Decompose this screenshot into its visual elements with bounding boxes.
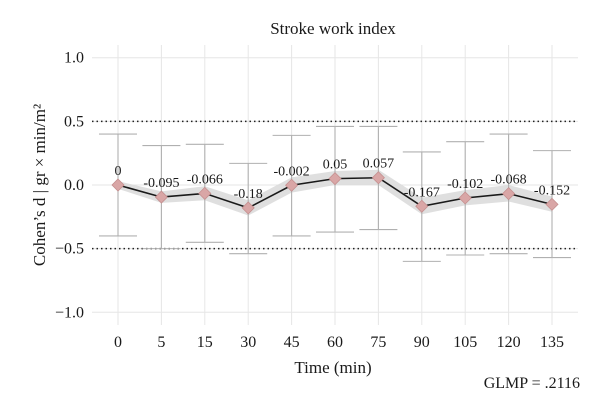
chart-title: Stroke work index [270, 19, 396, 38]
data-markers [111, 171, 559, 215]
x-tick-label: 135 [540, 334, 564, 351]
x-tick-label: 120 [497, 334, 521, 351]
data-label: -0.152 [534, 183, 570, 198]
x-tick-label: 5 [157, 334, 165, 351]
data-point [545, 197, 559, 211]
data-label: -0.18 [234, 187, 263, 202]
data-point [198, 186, 212, 200]
data-label: 0 [115, 164, 122, 179]
x-tick-label: 105 [453, 334, 477, 351]
data-label: -0.167 [404, 185, 440, 200]
data-point [241, 201, 255, 215]
y-axis-label: Cohen’s d | gr × min/m² [30, 104, 49, 266]
confidence-band [118, 169, 552, 216]
x-tick-label: 60 [327, 334, 343, 351]
x-tick-label: 30 [240, 334, 256, 351]
data-label: -0.095 [143, 176, 179, 191]
data-label: -0.068 [491, 173, 527, 188]
x-tick-label: 0 [114, 334, 122, 351]
y-tick-label: −1.0 [55, 304, 84, 321]
data-point [415, 199, 429, 213]
x-tick-label: 15 [197, 334, 213, 351]
y-tick-labels: 1.0 0.5 0.0 −0.5 −1.0 [55, 50, 84, 322]
x-axis-label: Time (min) [294, 358, 371, 377]
data-point [154, 190, 168, 204]
x-tick-label: 90 [414, 334, 430, 351]
data-label: -0.102 [447, 177, 483, 192]
data-point [285, 178, 299, 192]
data-labels: 0-0.095 -0.066-0.18-0.002 0.05 0.057-0.167-… [115, 157, 571, 202]
error-bars [99, 125, 571, 262]
y-tick-label: −0.5 [55, 241, 84, 258]
y-tick-label: 0.5 [64, 113, 84, 130]
x-tick-label: 75 [370, 334, 386, 351]
x-tick-labels: 0 5 15 30 45 60 75 90 105 120 135 [114, 334, 564, 351]
y-tick-label: 1.0 [64, 50, 84, 67]
data-point [111, 178, 125, 192]
data-label: 0.057 [363, 157, 395, 172]
confidence-band-area [118, 169, 552, 216]
data-label: -0.066 [187, 172, 223, 187]
data-point [458, 191, 472, 205]
data-label: -0.002 [274, 164, 310, 179]
data-point [328, 172, 342, 186]
data-point [371, 171, 385, 185]
glmp-annotation: GLMP = .2116 [484, 375, 580, 392]
y-tick-label: 0.0 [64, 177, 84, 194]
data-point [502, 187, 516, 201]
data-label: 0.05 [323, 158, 348, 173]
x-tick-label: 45 [284, 334, 300, 351]
